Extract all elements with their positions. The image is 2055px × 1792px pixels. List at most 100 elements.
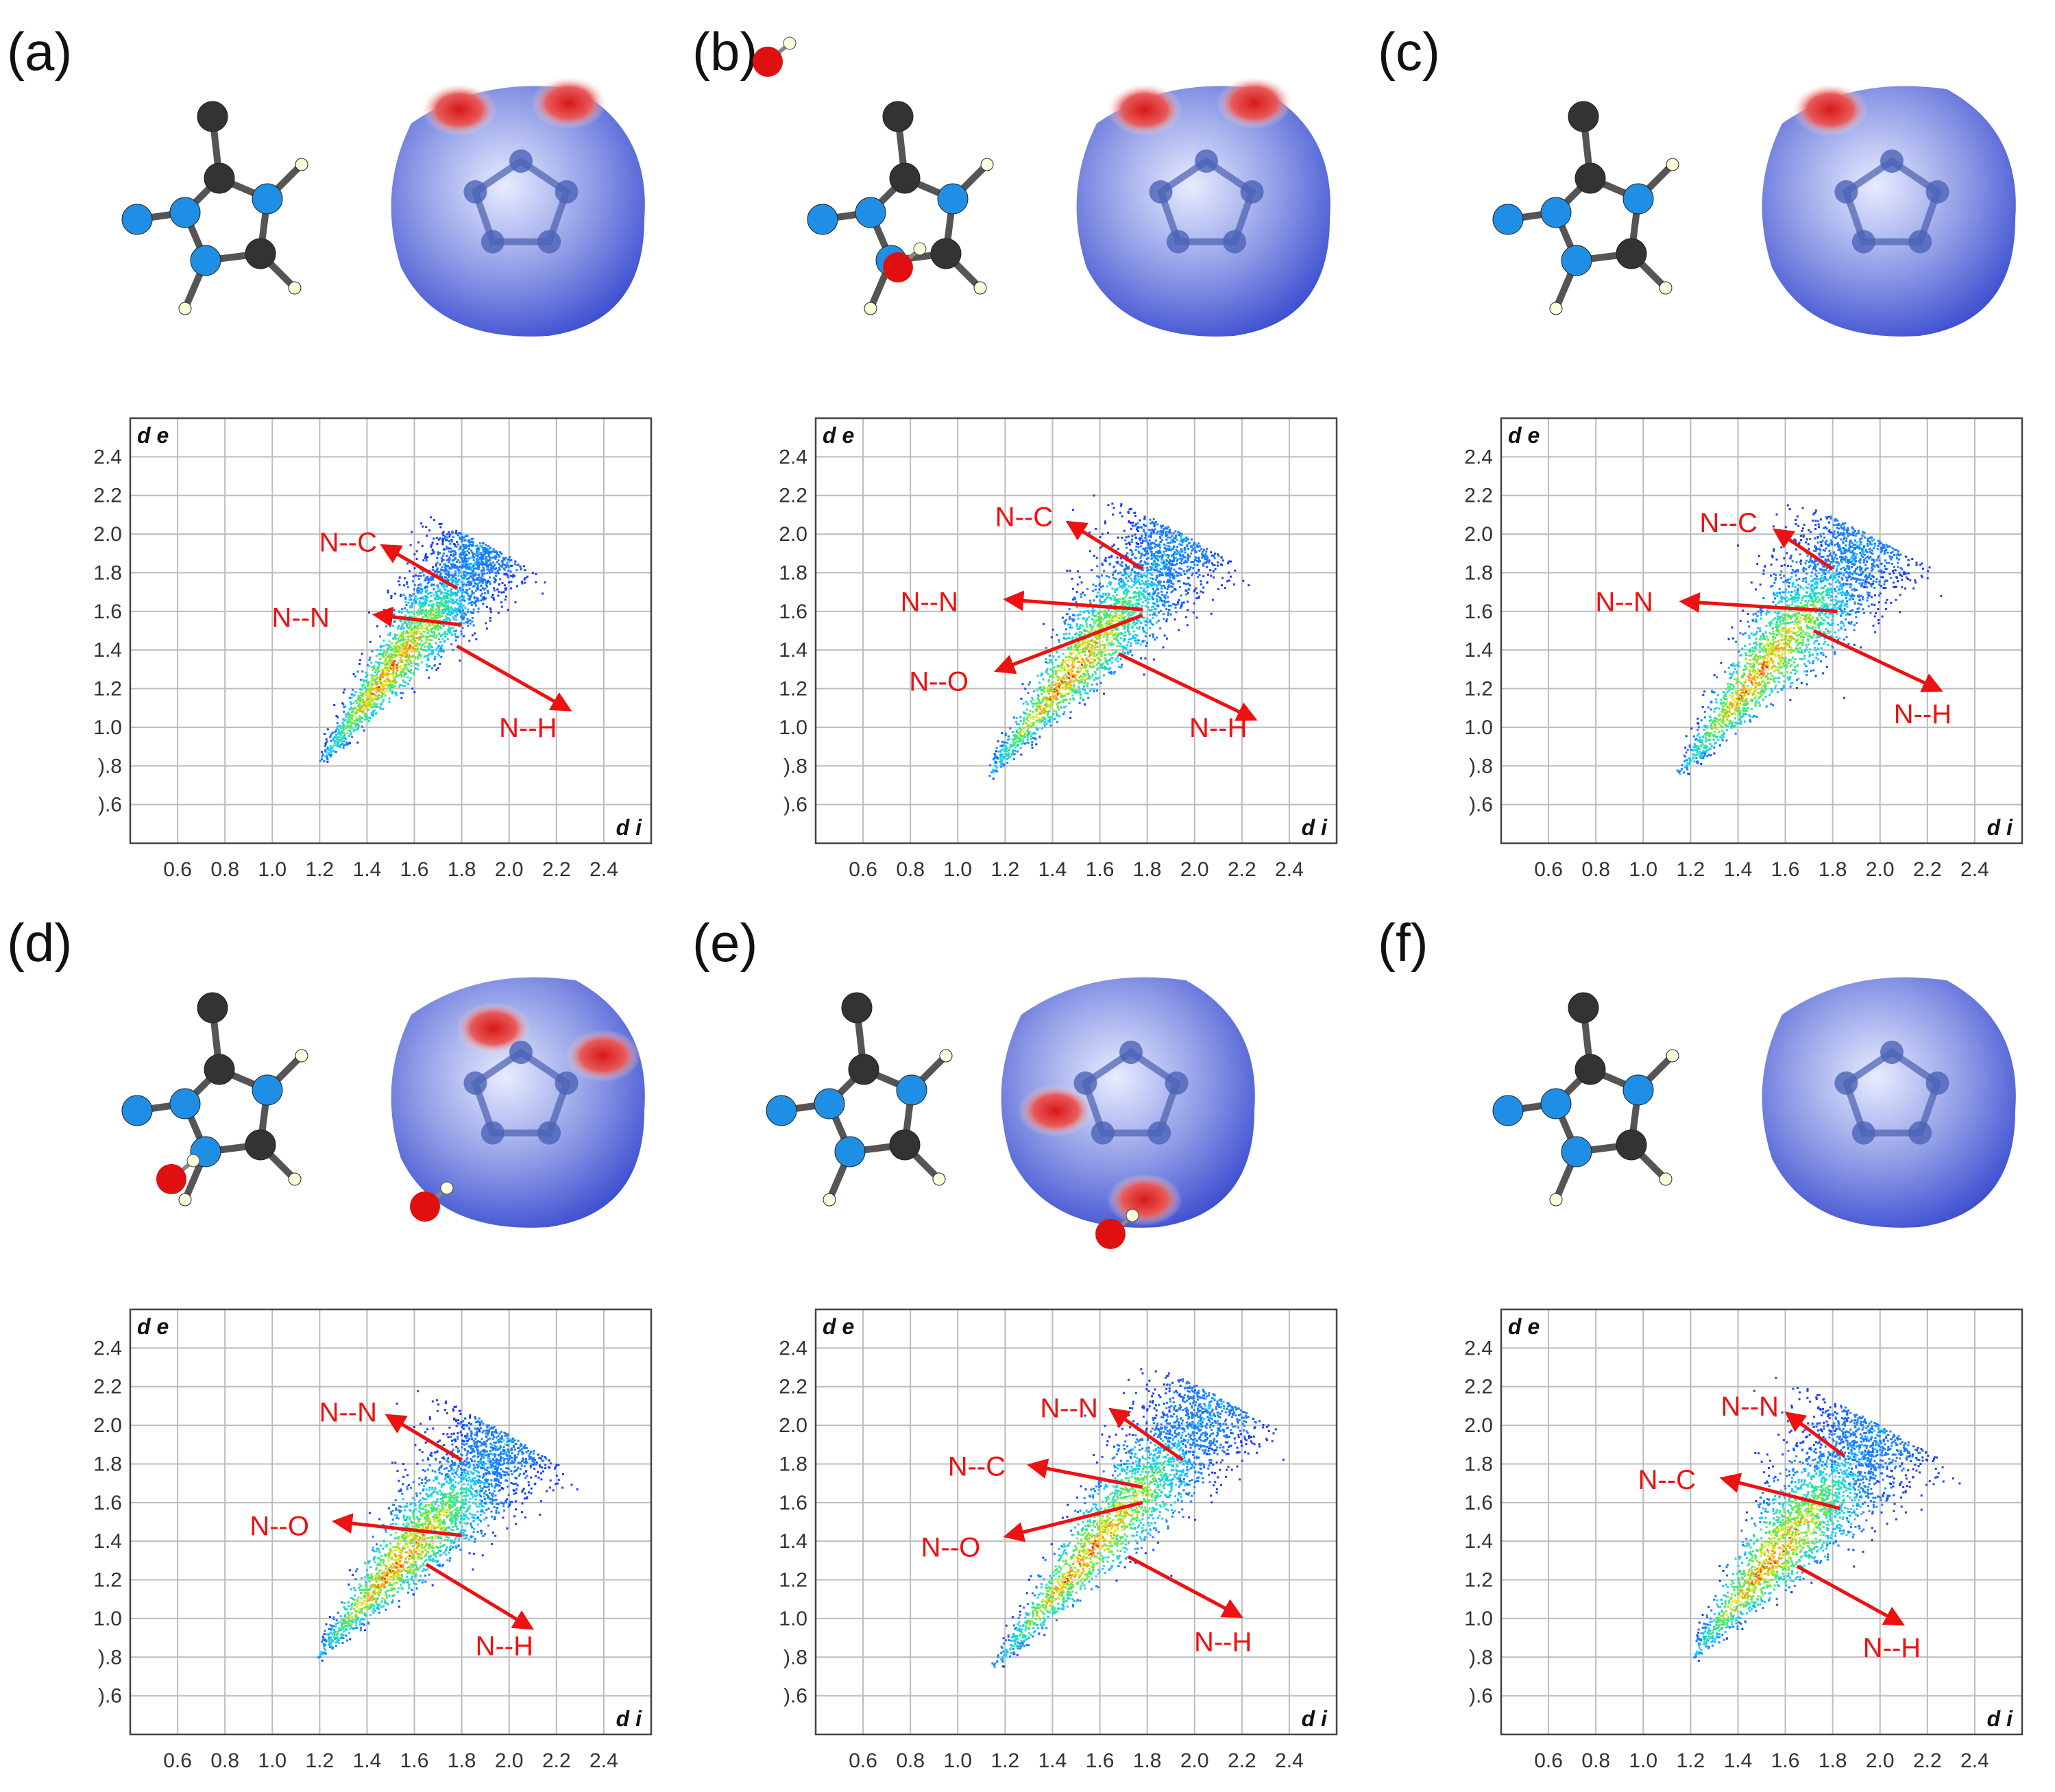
scatter-point [432,604,435,607]
scatter-point [411,621,413,624]
scatter-point [1096,591,1099,594]
scatter-point [412,593,415,596]
scatter-point [1064,673,1067,676]
scatter-point [506,574,509,577]
scatter-point [1103,646,1106,649]
scatter-point [426,612,428,614]
scatter-point [380,707,382,710]
scatter-point [1162,562,1165,565]
scatter-point [350,723,353,725]
scatter-point [1217,561,1219,564]
scatter-point [319,760,321,762]
scatter-point [415,642,417,645]
scatter-point [1107,644,1110,647]
scatter-point [379,649,382,652]
scatter-point [471,545,474,548]
scatter-point [1001,754,1004,757]
scatter-point [1051,718,1054,721]
scatter-point [433,519,435,522]
scatter-point [1187,553,1189,556]
scatter-point [1063,666,1066,668]
scatter-point [1045,646,1047,649]
scatter-point [1124,610,1127,613]
scatter-point [1025,708,1028,711]
scatter-point [1095,663,1098,666]
scatter-point [1167,531,1170,533]
scatter-point [1155,550,1158,553]
scatter-point [1196,546,1199,548]
scatter-point [1017,732,1020,735]
scatter-point [464,570,467,573]
scatter-point [1082,591,1084,594]
scatter-point [426,645,429,648]
scatter-point [1112,507,1115,509]
scatter-point [406,647,409,650]
scatter-point [324,745,327,748]
y-tick-label: 1.4 [93,639,122,662]
scatter-point [1211,598,1214,601]
scatter-point [415,602,417,605]
scatter-point [1083,673,1086,675]
scatter-point [1174,540,1176,543]
scatter-point [1121,609,1124,612]
fingerprint-plot: 0.6 0.8 1.0 1.2 1.4 1.6 1.8 2.0 2.2 2.4).6).81.01… [779,417,1338,881]
scatter-point [1176,550,1179,553]
scatter-point [443,587,446,590]
scatter-point [481,592,483,595]
scatter-point [1086,685,1089,688]
scatter-point [1051,668,1054,671]
scatter-point [439,574,442,577]
scatter-point [1160,590,1163,593]
scatter-point [402,655,404,657]
scatter-point [1140,592,1143,595]
scatter-point [521,582,524,585]
scatter-point [372,711,374,714]
scatter-point [398,651,400,654]
scatter-point [996,770,999,773]
scatter-point [372,692,374,695]
scatter-point [497,553,500,556]
scatter-point [386,673,389,675]
scatter-point [448,617,450,620]
scatter-point [1108,576,1110,579]
scatter-point [1067,686,1069,688]
scatter-point [1030,738,1033,740]
scatter-point [369,640,372,643]
scatter-point [511,564,513,567]
scatter-point [1084,651,1086,653]
scatter-point [449,631,452,634]
scatter-point [1060,706,1062,709]
scatter-point [1182,561,1185,564]
scatter-point [1114,638,1117,640]
scatter-point [1057,708,1060,711]
scatter-point [452,555,454,557]
scatter-point [442,582,445,585]
scatter-point [1114,603,1117,606]
scatter-point [351,721,354,724]
scatter-point [390,597,393,600]
scatter-point [441,584,444,587]
scatter-point [450,565,453,568]
scatter-point [1160,587,1163,590]
scatter-point [439,625,441,628]
scatter-point [430,604,433,607]
scatter-point [343,719,346,722]
scatter-point [1065,677,1068,680]
scatter-point [1063,668,1066,670]
scatter-point [400,594,402,597]
scatter-point [367,695,370,698]
scatter-point [1028,683,1030,686]
scatter-point [424,579,426,582]
scatter-point [1152,590,1155,592]
scatter-point [1041,707,1044,710]
scatter-point [522,565,525,568]
scatter-point [379,646,382,649]
scatter-point [337,725,339,728]
scatter-point [445,569,448,572]
scatter-point [441,581,444,583]
scatter-point [509,587,512,590]
scatter-point [1209,569,1212,572]
scatter-point [402,635,404,638]
scatter-point [366,698,369,701]
scatter-point [406,655,409,658]
